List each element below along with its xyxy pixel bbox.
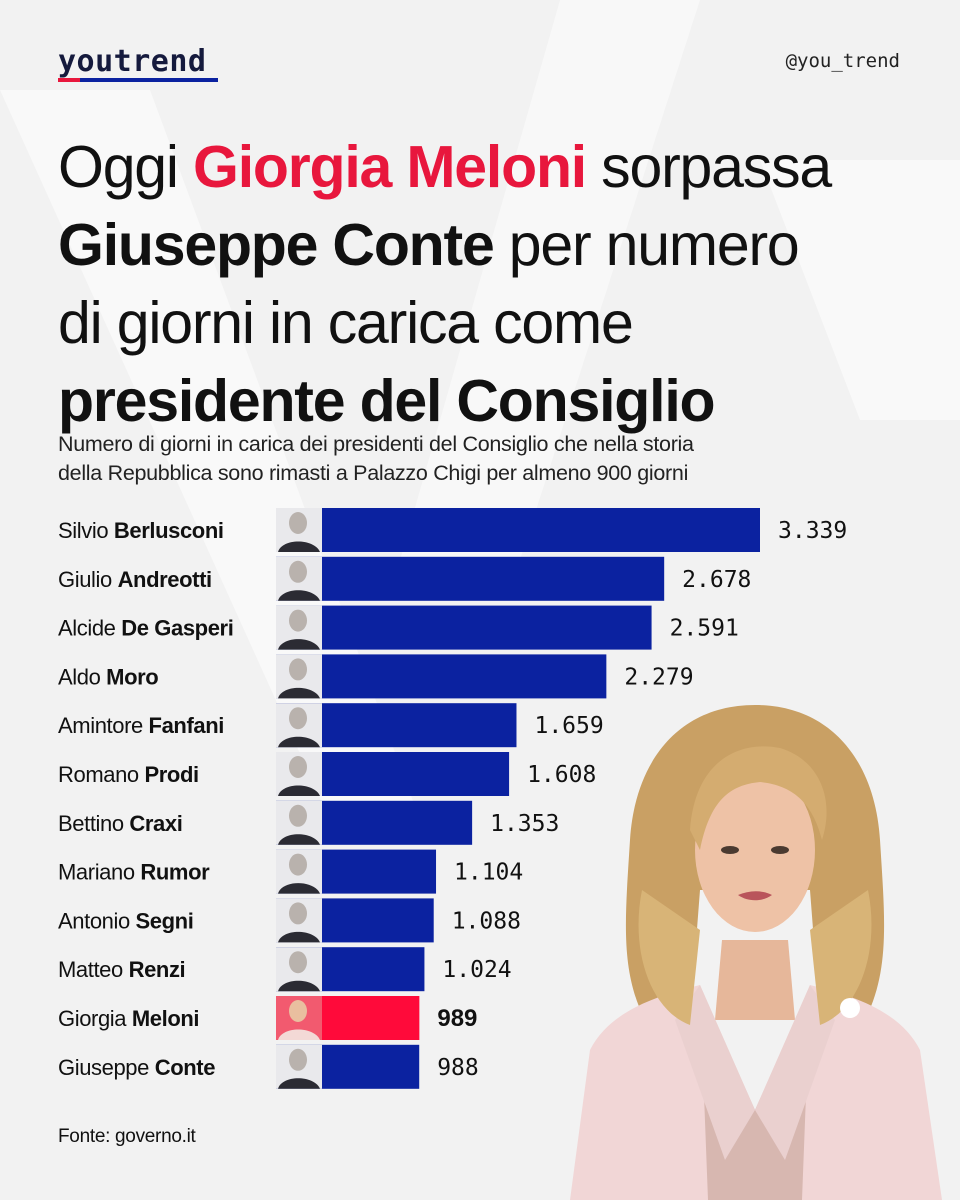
category-last-name: Berlusconi bbox=[114, 518, 224, 543]
portrait-thumbnail-andreotti bbox=[276, 556, 322, 601]
bar-andreotti bbox=[276, 556, 665, 601]
logo-underline bbox=[58, 78, 218, 82]
portrait-thumbnail-craxi bbox=[276, 800, 322, 845]
category-label: Bettino Craxi bbox=[58, 811, 182, 836]
chart-subtitle: Numero di giorni in carica dei president… bbox=[58, 430, 918, 488]
value-label: 1.104 bbox=[454, 860, 523, 886]
category-first-name: Bettino bbox=[58, 811, 129, 836]
portrait-thumbnail-berlusconi bbox=[276, 508, 322, 552]
category-label: Aldo Moro bbox=[58, 664, 158, 689]
portrait-thumbnail-fanfani bbox=[276, 703, 322, 748]
value-label: 988 bbox=[437, 1055, 479, 1081]
category-first-name: Giulio bbox=[58, 567, 118, 592]
category-last-name: Segni bbox=[136, 908, 194, 933]
category-last-name: Rumor bbox=[140, 860, 210, 885]
category-first-name: Giuseppe bbox=[58, 1055, 155, 1080]
portrait-thumbnail-renzi bbox=[276, 947, 322, 992]
portrait-thumbnail-prodi bbox=[276, 752, 322, 796]
source-note: Fonte: governo.it bbox=[58, 1126, 196, 1147]
category-label: Romano Prodi bbox=[58, 762, 199, 787]
subtitle-line-2: della Repubblica sono rimasti a Palazzo … bbox=[58, 461, 689, 485]
headline-line-3: di giorni in carica come bbox=[58, 290, 634, 356]
logo-underline-red bbox=[58, 78, 80, 82]
category-first-name: Silvio bbox=[58, 518, 114, 543]
portrait-thumbnail-moro bbox=[276, 654, 322, 699]
portrait-thumbnail-de-gasperi bbox=[276, 605, 322, 650]
youtrend-logo: youtrend bbox=[58, 44, 207, 79]
bar-de-gasperi bbox=[276, 605, 652, 650]
category-first-name: Antonio bbox=[58, 908, 136, 933]
category-last-name: De Gasperi bbox=[121, 616, 233, 641]
category-last-name: Renzi bbox=[129, 957, 186, 982]
bar-berlusconi bbox=[276, 508, 760, 552]
category-first-name: Amintore bbox=[58, 713, 149, 738]
category-last-name: Meloni bbox=[132, 1006, 199, 1031]
category-label: Silvio Berlusconi bbox=[58, 518, 224, 543]
category-label: Alcide De Gasperi bbox=[58, 616, 233, 641]
headline-line-2: Giuseppe Conte per numero bbox=[58, 212, 800, 278]
portrait-thumbnail-conte bbox=[276, 1044, 322, 1089]
portrait-thumbnail-segni bbox=[276, 898, 322, 943]
social-handle: @you_trend bbox=[785, 50, 900, 72]
value-label: 2.279 bbox=[624, 664, 693, 690]
category-first-name: Matteo bbox=[58, 957, 129, 982]
headline-meloni: Giorgia Meloni bbox=[193, 134, 587, 200]
headline-line-1: Oggi Giorgia Meloni sorpassa bbox=[58, 134, 832, 200]
portrait-thumbnail-rumor bbox=[276, 849, 322, 894]
category-label: Amintore Fanfani bbox=[58, 713, 224, 738]
category-first-name: Alcide bbox=[58, 616, 121, 641]
value-label: 3.339 bbox=[778, 518, 847, 544]
category-last-name: Fanfani bbox=[149, 713, 224, 738]
giorgia-meloni-portrait bbox=[570, 705, 942, 1200]
headline-conte: Giuseppe Conte bbox=[58, 212, 495, 278]
headline-line-4: presidente del Consiglio bbox=[58, 368, 716, 434]
category-first-name: Aldo bbox=[58, 664, 106, 689]
value-label: 989 bbox=[437, 1005, 477, 1032]
value-label: 2.678 bbox=[682, 567, 751, 593]
value-label: 1.024 bbox=[442, 957, 511, 983]
value-label: 1.659 bbox=[534, 713, 603, 739]
headline: Oggi Giorgia Meloni sorpassa Giuseppe Co… bbox=[58, 128, 938, 440]
category-last-name: Prodi bbox=[144, 762, 198, 787]
category-first-name: Romano bbox=[58, 762, 144, 787]
logo-underline-blue bbox=[80, 78, 218, 82]
category-last-name: Conte bbox=[155, 1055, 215, 1080]
bar-moro bbox=[276, 654, 607, 699]
category-label: Giorgia Meloni bbox=[58, 1006, 199, 1031]
category-label: Mariano Rumor bbox=[58, 860, 210, 885]
category-last-name: Moro bbox=[106, 664, 158, 689]
category-last-name: Andreotti bbox=[118, 567, 212, 592]
category-label: Giulio Andreotti bbox=[58, 567, 212, 592]
value-label: 2.591 bbox=[670, 616, 739, 642]
subtitle-line-1: Numero di giorni in carica dei president… bbox=[58, 432, 694, 456]
category-label: Matteo Renzi bbox=[58, 957, 185, 982]
category-first-name: Giorgia bbox=[58, 1006, 132, 1031]
value-label: 1.608 bbox=[527, 762, 596, 788]
category-label: Antonio Segni bbox=[58, 908, 193, 933]
category-last-name: Craxi bbox=[129, 811, 182, 836]
value-label: 1.353 bbox=[490, 811, 559, 837]
portrait-thumbnail-meloni bbox=[276, 996, 322, 1040]
category-label: Giuseppe Conte bbox=[58, 1055, 215, 1080]
value-label: 1.088 bbox=[452, 908, 521, 934]
category-first-name: Mariano bbox=[58, 860, 140, 885]
